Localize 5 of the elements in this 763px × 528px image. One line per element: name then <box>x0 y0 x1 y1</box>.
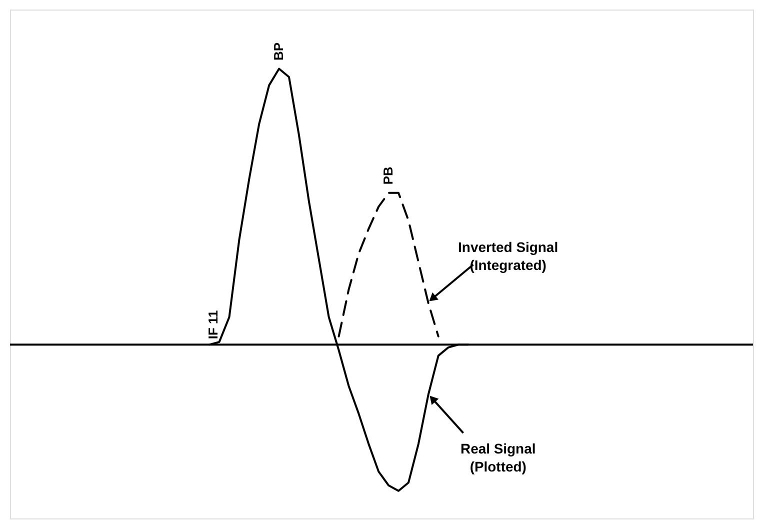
annotation: Real Signal (Plotted) <box>460 440 536 474</box>
annotation: Inverted Signal (Integrated) <box>458 239 558 274</box>
annotation: PB <box>380 166 396 185</box>
text: BP <box>271 42 286 60</box>
annotation: IF 11 <box>205 310 220 340</box>
